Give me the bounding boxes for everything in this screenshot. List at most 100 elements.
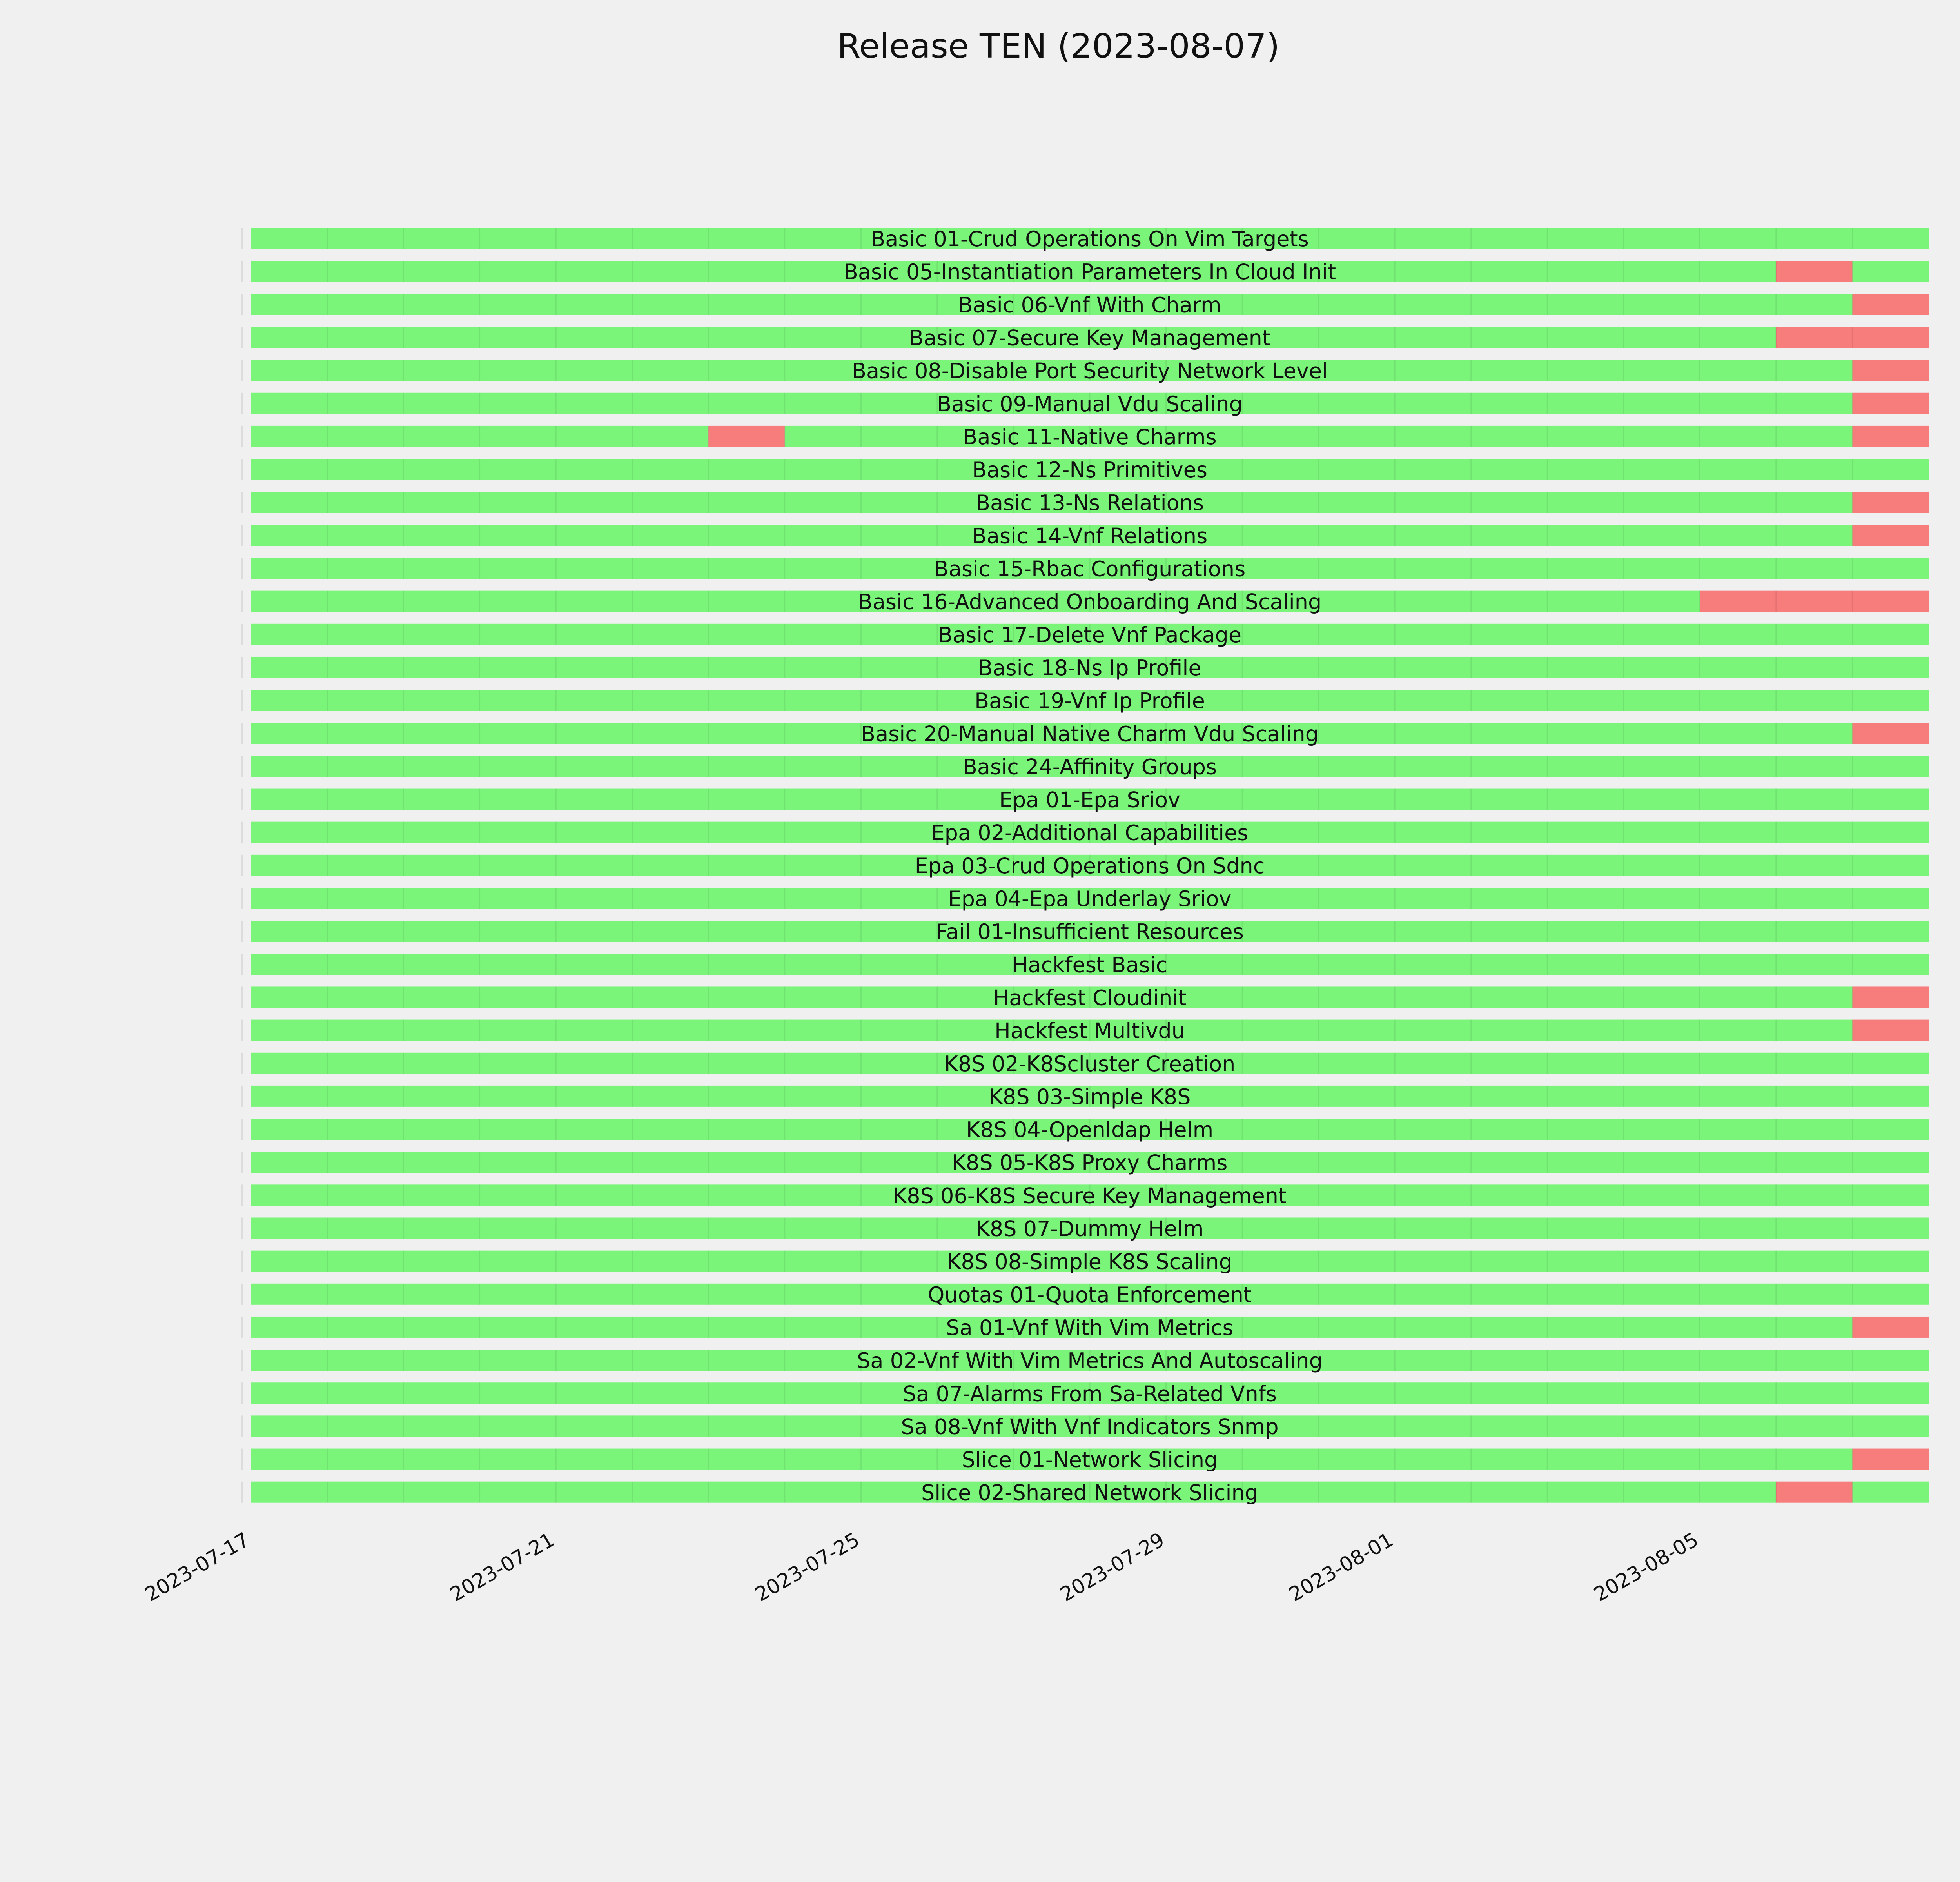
test-row — [241, 723, 1929, 744]
pass-segment — [251, 492, 1853, 513]
row-marker — [241, 558, 243, 579]
row-marker — [241, 492, 243, 513]
pass-segment — [251, 656, 1929, 678]
day-separators — [327, 888, 1853, 909]
test-label: Fail 01-Insufficient Resources — [936, 919, 1244, 944]
pass-segment — [251, 788, 1929, 810]
test-row — [241, 1250, 1929, 1272]
pass-segment — [251, 590, 1700, 612]
day-separators — [327, 954, 1853, 975]
day-separators — [327, 1152, 1853, 1173]
test-label: Basic 06-Vnf With Charm — [958, 292, 1221, 317]
test-label: Epa 02-Additional Capabilities — [931, 821, 1249, 845]
test-row — [241, 492, 1929, 513]
row-marker — [241, 1019, 243, 1041]
row-marker — [241, 986, 243, 1008]
pass-segment — [251, 1448, 1853, 1470]
test-row — [241, 1316, 1929, 1338]
test-label: K8S 08-Simple K8S Scaling — [947, 1250, 1232, 1274]
test-row — [241, 1152, 1929, 1173]
pass-segment — [251, 690, 1929, 711]
test-label: K8S 04-Openldap Helm — [966, 1117, 1213, 1142]
test-row — [241, 228, 1929, 249]
test-row — [241, 986, 1929, 1008]
day-separators — [327, 327, 1853, 348]
test-row — [241, 954, 1929, 975]
x-tick-label: 2023-08-05 — [1590, 1528, 1702, 1606]
day-separators — [327, 1119, 1853, 1140]
pass-segment — [251, 525, 1853, 546]
row-marker — [241, 921, 243, 942]
test-label: Hackfest Multivdu — [995, 1019, 1185, 1043]
day-separators — [327, 756, 1853, 777]
test-row — [241, 261, 1929, 282]
test-label: Basic 05-Instantiation Parameters In Clo… — [844, 260, 1336, 284]
test-row — [241, 425, 1929, 447]
fail-segment — [1852, 294, 1929, 315]
test-row — [241, 360, 1929, 381]
test-label: Basic 01-Crud Operations On Vim Targets — [871, 227, 1309, 251]
day-separators — [327, 1085, 1853, 1107]
test-label: Basic 12-Ns Primitives — [972, 458, 1207, 482]
day-separators — [327, 1184, 1853, 1206]
day-separators — [327, 590, 1853, 612]
row-marker — [241, 294, 243, 315]
row-marker — [241, 690, 243, 711]
fail-segment — [1852, 1448, 1929, 1470]
test-label: Epa 03-Crud Operations On Sdnc — [915, 854, 1265, 878]
day-separators — [327, 1316, 1853, 1338]
pass-segment — [251, 1316, 1853, 1338]
day-separators — [327, 492, 1853, 513]
fail-segment — [1852, 986, 1929, 1008]
row-marker — [241, 1250, 243, 1272]
row-marker — [241, 1350, 243, 1371]
test-label: Hackfest Cloudinit — [993, 985, 1186, 1010]
day-separators — [327, 656, 1853, 678]
day-separators — [327, 1415, 1853, 1437]
fail-segment — [1776, 261, 1853, 282]
row-marker — [241, 590, 243, 612]
day-separators — [327, 854, 1853, 876]
pass-segment — [251, 1250, 1929, 1272]
row-marker — [241, 788, 243, 810]
day-separators — [327, 788, 1853, 810]
pass-segment — [251, 327, 1776, 348]
pass-segment — [251, 1382, 1929, 1404]
pass-segment — [251, 723, 1853, 744]
row-marker — [241, 425, 243, 447]
pass-segment — [251, 986, 1853, 1008]
pass-segment — [251, 1184, 1929, 1206]
test-row — [241, 1052, 1929, 1074]
test-row — [241, 1481, 1929, 1503]
test-row — [241, 854, 1929, 876]
fail-segment — [1852, 1316, 1929, 1338]
pass-segment — [251, 1119, 1929, 1140]
fail-segment — [1852, 492, 1929, 513]
test-row — [241, 1448, 1929, 1470]
row-marker — [241, 1316, 243, 1338]
x-tick-label: 2023-08-01 — [1285, 1528, 1397, 1606]
row-marker — [241, 1448, 243, 1470]
test-label: Basic 08-Disable Port Security Network L… — [852, 359, 1328, 383]
row-marker — [241, 327, 243, 348]
day-separators — [327, 1448, 1853, 1470]
test-row — [241, 1019, 1929, 1041]
pass-segment — [251, 756, 1929, 777]
fail-segment — [1852, 1019, 1929, 1041]
test-label: Sa 02-Vnf With Vim Metrics And Autoscali… — [857, 1348, 1323, 1373]
row-marker — [241, 1382, 243, 1404]
row-marker — [241, 1152, 243, 1173]
x-tick-label: 2023-07-29 — [1056, 1528, 1169, 1606]
row-marker — [241, 954, 243, 975]
test-row — [241, 1382, 1929, 1404]
test-label: Hackfest Basic — [1012, 952, 1167, 977]
pass-segment — [251, 1350, 1929, 1371]
test-label: Basic 20-Manual Native Charm Vdu Scaling — [861, 721, 1319, 746]
fail-segment — [708, 425, 785, 447]
row-marker — [241, 525, 243, 546]
test-row — [241, 1184, 1929, 1206]
test-row — [241, 327, 1929, 348]
test-row — [241, 525, 1929, 546]
fail-segment — [1776, 327, 1929, 348]
test-row — [241, 656, 1929, 678]
